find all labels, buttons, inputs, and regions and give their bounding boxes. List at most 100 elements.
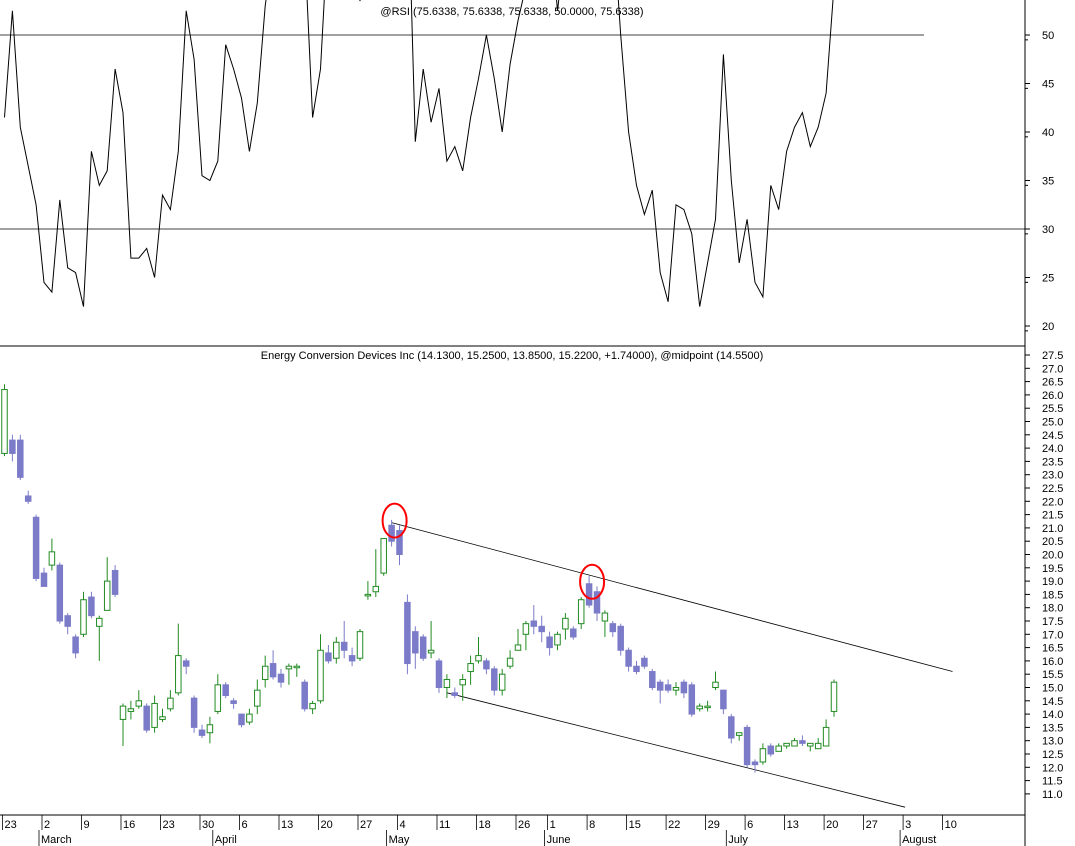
candle-body	[293, 665, 301, 669]
candle	[56, 562, 64, 624]
x-day-label: 20	[321, 819, 333, 831]
candle	[830, 679, 838, 717]
price-y-tick-label: 24.0	[1042, 443, 1063, 455]
candle	[317, 634, 324, 704]
x-month-label: August	[902, 834, 936, 846]
price-y-tick-label: 12.5	[1042, 749, 1063, 761]
candle	[269, 650, 277, 680]
candle	[214, 674, 222, 715]
candle-body	[554, 633, 561, 646]
candle	[167, 690, 174, 712]
candle-body	[577, 599, 585, 625]
candle-body	[72, 636, 79, 654]
candle-body	[743, 726, 751, 766]
candle-body	[546, 636, 553, 649]
candle-body	[182, 660, 190, 667]
x-day-label: 22	[668, 819, 680, 831]
candle-body	[285, 665, 293, 670]
rsi-y-tick-label: 50	[1042, 30, 1054, 42]
candle-body	[585, 583, 593, 606]
candle	[554, 631, 561, 651]
candle-body	[80, 599, 87, 635]
price-y-tick-label: 20.5	[1042, 536, 1063, 548]
candle	[633, 660, 640, 675]
candle	[419, 634, 427, 661]
candle-body	[222, 684, 229, 696]
candle	[222, 682, 229, 699]
price-y-tick-label: 16.0	[1042, 656, 1063, 668]
candle-body	[783, 742, 790, 747]
x-day-label: 6	[747, 819, 753, 831]
candle	[570, 626, 577, 640]
candle	[735, 732, 743, 741]
price-y-tick-label: 22.5	[1042, 483, 1063, 495]
candle-body	[625, 649, 632, 667]
candle	[88, 591, 95, 619]
rsi-panel: 2025303540455055606570758085	[0, 0, 1054, 347]
candle	[538, 615, 545, 643]
candle-body	[649, 671, 656, 688]
x-day-label: 10	[945, 819, 957, 831]
candle-body	[459, 679, 466, 686]
price-highlight-circle	[381, 502, 408, 539]
candle-body	[261, 665, 269, 681]
candle-body	[562, 617, 569, 630]
candle-body	[427, 649, 435, 654]
candle-body	[380, 538, 387, 574]
x-month-label: May	[389, 834, 410, 846]
price-y-tick-label: 19.5	[1042, 563, 1063, 575]
candle-body	[704, 705, 711, 709]
price-y-tick-label: 27.0	[1042, 363, 1063, 375]
candle	[96, 615, 103, 661]
price-title: Energy Conversion Devices Inc (14.1300, …	[261, 350, 764, 362]
candle-body	[372, 585, 380, 593]
candle	[577, 597, 585, 629]
candle	[498, 668, 506, 696]
price-y-tick-label: 24.5	[1042, 430, 1063, 442]
x-day-label: 16	[123, 819, 135, 831]
x-day-label: 18	[479, 819, 491, 831]
candle	[151, 695, 158, 733]
candle-body	[143, 705, 150, 731]
candle	[119, 703, 127, 747]
price-y-tick-label: 14.0	[1042, 709, 1063, 721]
candle	[791, 738, 798, 747]
candle-body	[491, 668, 498, 691]
price-y-tick-label: 21.0	[1042, 523, 1063, 535]
candle	[712, 671, 719, 691]
x-day-label: 6	[242, 819, 248, 831]
price-y-tick-label: 19.0	[1042, 576, 1063, 588]
x-day-label: 15	[629, 819, 641, 831]
candle-body	[388, 524, 395, 542]
candle-body	[48, 551, 56, 566]
price-y-tick-label: 21.5	[1042, 510, 1063, 522]
candle	[238, 713, 245, 728]
candle	[822, 719, 830, 747]
candle	[656, 679, 664, 704]
candle-body	[40, 572, 48, 587]
candle-body	[254, 689, 261, 707]
candle	[641, 655, 648, 669]
candle-body	[214, 684, 222, 712]
candle	[775, 743, 782, 752]
candle	[32, 514, 40, 582]
candle-body	[791, 740, 798, 747]
candle	[64, 613, 71, 635]
candle	[333, 636, 340, 664]
candle-body	[467, 663, 474, 673]
candle-body	[830, 681, 838, 712]
candle-body	[9, 439, 16, 454]
candle-body	[317, 649, 324, 702]
x-month-label: July	[728, 834, 748, 846]
candle-body	[814, 742, 822, 750]
x-day-label: 30	[202, 819, 214, 831]
candle	[40, 567, 48, 587]
candle	[159, 708, 166, 723]
candle-body	[111, 569, 119, 595]
candle	[522, 621, 530, 651]
candle	[9, 434, 16, 462]
candle-body	[664, 684, 672, 691]
candle-body	[17, 439, 24, 478]
x-day-label: 1	[550, 819, 556, 831]
candle	[301, 679, 308, 712]
